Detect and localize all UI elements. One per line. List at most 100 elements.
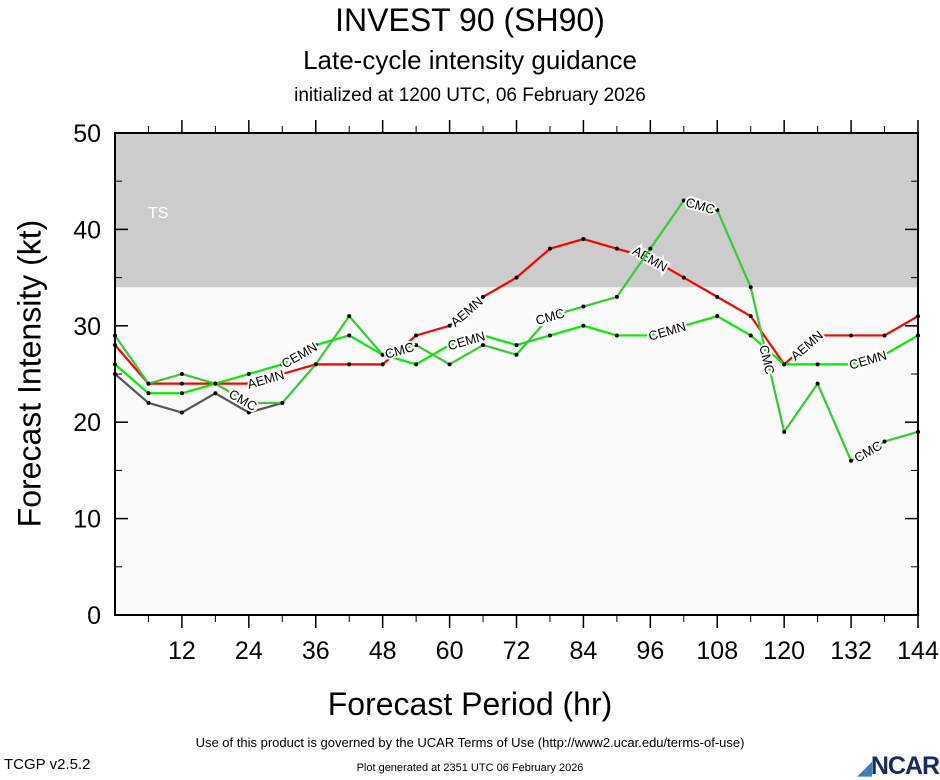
x-tick-label: 120 bbox=[763, 637, 805, 665]
terms-of-use: Use of this product is governed by the U… bbox=[195, 735, 745, 750]
x-tick-label: 36 bbox=[302, 637, 330, 665]
x-tick-label: 72 bbox=[503, 637, 531, 665]
data-point bbox=[815, 381, 820, 386]
data-point bbox=[614, 333, 619, 338]
data-point bbox=[213, 391, 218, 396]
data-point bbox=[146, 400, 151, 405]
data-point bbox=[547, 333, 552, 338]
data-point bbox=[246, 410, 251, 415]
data-point bbox=[715, 314, 720, 319]
data-point bbox=[815, 333, 820, 338]
y-tick-label: 20 bbox=[73, 409, 101, 437]
data-point bbox=[748, 333, 753, 338]
data-point bbox=[681, 275, 686, 280]
data-point bbox=[882, 439, 887, 444]
data-point bbox=[447, 343, 452, 348]
ncar-logo: ◢NCAR bbox=[858, 752, 940, 780]
data-point bbox=[313, 362, 318, 367]
ncar-logo-text: NCAR bbox=[870, 752, 940, 780]
data-point bbox=[581, 304, 586, 309]
data-point bbox=[782, 362, 787, 367]
series-line bbox=[114, 373, 283, 414]
data-point bbox=[414, 362, 419, 367]
y-tick-label: 0 bbox=[87, 602, 101, 630]
data-point bbox=[481, 333, 486, 338]
x-tick-label: 24 bbox=[235, 637, 263, 665]
data-point bbox=[447, 323, 452, 328]
chart-title: INVEST 90 (SH90) bbox=[335, 2, 605, 38]
data-point bbox=[815, 362, 820, 367]
data-point bbox=[447, 362, 452, 367]
data-point bbox=[782, 429, 787, 434]
data-point bbox=[179, 410, 184, 415]
data-point bbox=[280, 362, 285, 367]
y-axis-title: Forecast Intensity (kt) bbox=[11, 219, 48, 528]
data-point bbox=[614, 246, 619, 251]
y-tick-label: 40 bbox=[73, 216, 101, 244]
data-point bbox=[648, 333, 653, 338]
series-unlabeled bbox=[113, 372, 285, 415]
data-point bbox=[715, 208, 720, 213]
data-point bbox=[280, 372, 285, 376]
generated-label: Plot generated at 2351 UTC 06 February 2… bbox=[356, 762, 584, 774]
x-tick-label: 60 bbox=[436, 637, 464, 665]
plot-frame bbox=[114, 132, 919, 616]
x-tick-label: 84 bbox=[570, 637, 598, 665]
data-point bbox=[280, 400, 285, 405]
data-point bbox=[849, 458, 854, 463]
data-point bbox=[547, 246, 552, 251]
data-point bbox=[380, 362, 385, 367]
data-point bbox=[882, 352, 887, 357]
x-tick-label: 48 bbox=[369, 637, 397, 665]
data-point bbox=[849, 362, 854, 367]
data-point bbox=[882, 333, 887, 338]
data-point bbox=[146, 391, 151, 396]
data-point bbox=[614, 294, 619, 299]
x-axis-title: Forecast Period (hr) bbox=[327, 686, 613, 722]
data-point bbox=[246, 381, 251, 386]
x-tick-label: 12 bbox=[168, 637, 196, 665]
data-point bbox=[179, 381, 184, 386]
data-point bbox=[179, 391, 184, 396]
data-point bbox=[380, 352, 385, 357]
data-point bbox=[179, 372, 184, 376]
data-point bbox=[414, 343, 419, 348]
y-tick-label: 50 bbox=[73, 120, 101, 148]
y-tick-label: 30 bbox=[73, 313, 101, 341]
band-label: TS bbox=[148, 205, 168, 222]
data-point bbox=[514, 275, 519, 280]
ncar-logo-swoosh-icon: ◢ bbox=[858, 758, 872, 778]
data-point bbox=[481, 343, 486, 348]
x-tick-label: 144 bbox=[897, 637, 939, 665]
data-point bbox=[347, 314, 352, 319]
chart-subtitle: Late-cycle intensity guidance bbox=[303, 45, 637, 75]
version-label: TCGP v2.5.2 bbox=[4, 756, 91, 773]
data-point bbox=[213, 381, 218, 386]
y-tick-label: 10 bbox=[73, 506, 101, 534]
data-point bbox=[748, 314, 753, 319]
data-point bbox=[246, 400, 251, 405]
data-point bbox=[681, 198, 686, 203]
data-point bbox=[849, 333, 854, 338]
data-point bbox=[681, 323, 686, 328]
data-point bbox=[414, 333, 419, 338]
data-point bbox=[581, 323, 586, 328]
x-tick-label: 132 bbox=[830, 637, 872, 665]
data-point bbox=[715, 294, 720, 299]
data-point bbox=[514, 343, 519, 348]
data-point bbox=[514, 352, 519, 357]
data-point bbox=[347, 333, 352, 338]
init-line: initialized at 1200 UTC, 06 February 202… bbox=[294, 85, 646, 106]
data-point bbox=[347, 362, 352, 367]
x-tick-label: 108 bbox=[696, 637, 738, 665]
data-point bbox=[313, 343, 318, 348]
data-point bbox=[547, 314, 552, 319]
data-point bbox=[648, 246, 653, 251]
band-ts bbox=[115, 133, 918, 288]
data-point bbox=[146, 381, 151, 386]
data-point bbox=[581, 237, 586, 242]
data-point bbox=[648, 256, 653, 261]
x-tick-label: 96 bbox=[636, 637, 664, 665]
data-point bbox=[748, 285, 753, 290]
